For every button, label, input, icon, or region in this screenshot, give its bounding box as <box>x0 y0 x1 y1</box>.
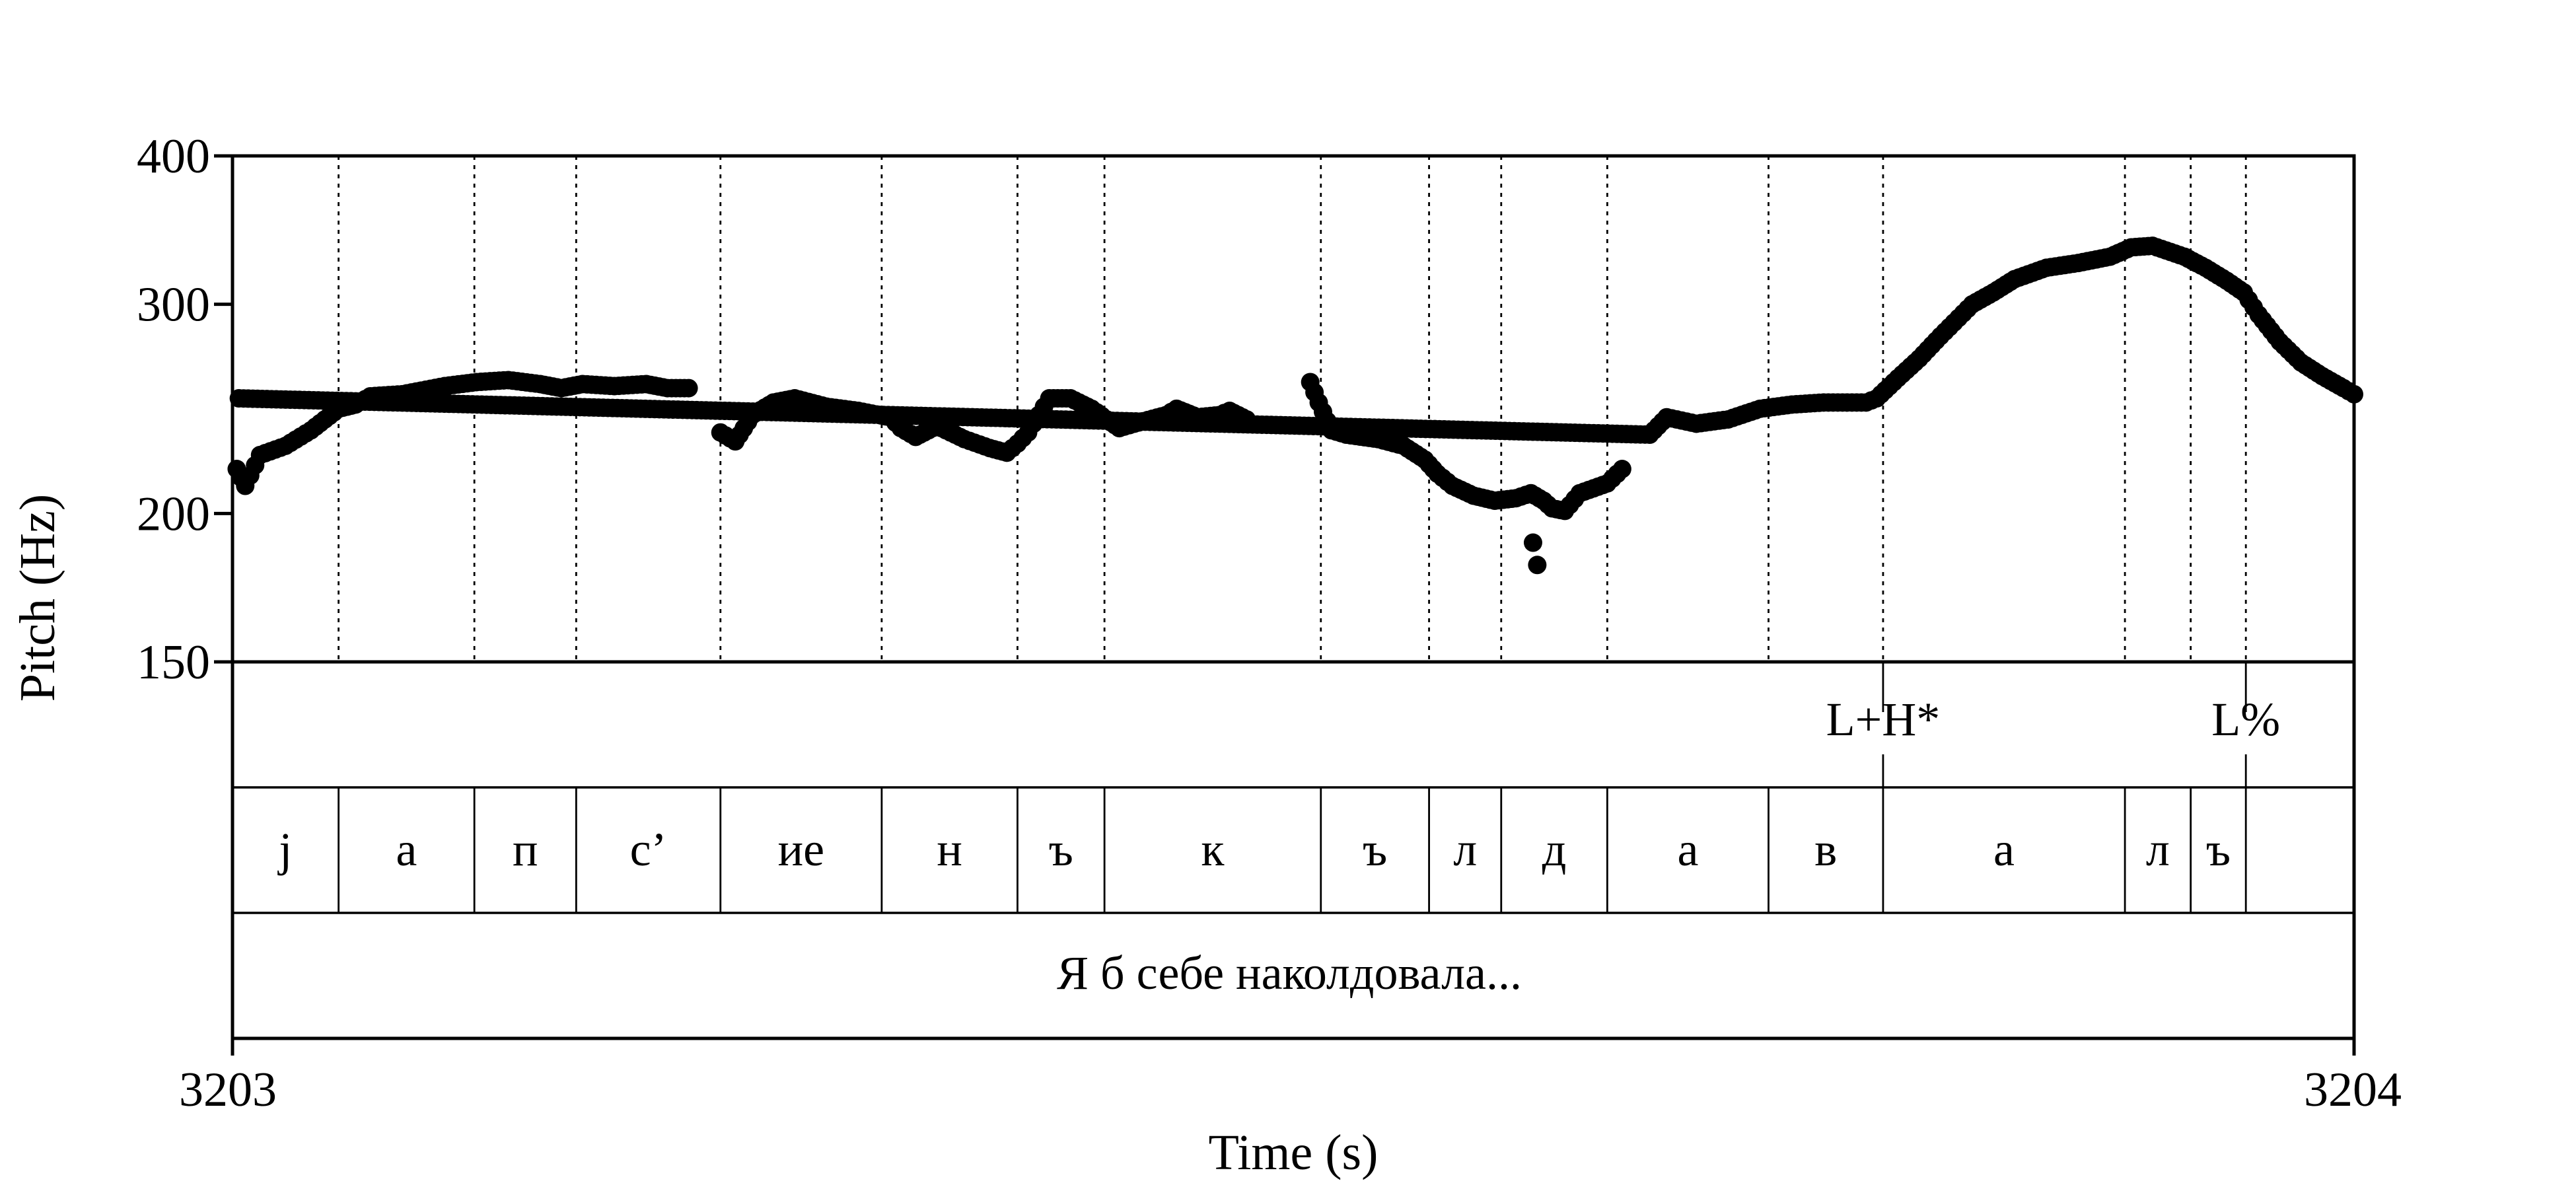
phone-label: j <box>277 823 292 876</box>
phone-label: ъ <box>2206 823 2231 876</box>
phone-label: ъ <box>1363 823 1387 876</box>
y-tick-label-300: 300 <box>137 278 210 332</box>
pitch-point-outlier <box>1523 533 1542 552</box>
phone-label: ъ <box>1049 823 1073 876</box>
pitch-point-outlier <box>1528 556 1547 575</box>
tone-label: L+H* <box>1826 693 1941 746</box>
tone-label: L% <box>2211 693 2280 746</box>
phone-label: а <box>396 823 417 876</box>
pitch-point <box>1612 460 1631 479</box>
phone-label: к <box>1201 823 1225 876</box>
y-axis-ticks: 400 300 200 150 <box>137 129 233 690</box>
pitch-points <box>227 236 2363 575</box>
phone-label: л <box>2146 823 2170 876</box>
tier-boundaries <box>338 787 2247 913</box>
pitch-point <box>679 378 698 398</box>
phone-label: н <box>937 823 962 876</box>
phone-label: а <box>1993 823 2015 876</box>
y-tick-label-200: 200 <box>137 487 210 541</box>
y-axis-label: Pitch (Hz) <box>10 494 65 702</box>
annotation-frame <box>231 660 2356 1040</box>
tone-tier: L+H* L% <box>1826 662 2280 787</box>
y-tick-label-400: 400 <box>137 129 210 184</box>
x-tick-label-end: 3204 <box>2304 1063 2402 1117</box>
phone-label: а <box>1677 823 1698 876</box>
phone-label: в <box>1814 823 1837 876</box>
utterance-text: Я б себе наколдовала... <box>1057 947 1522 999</box>
x-tick-label-start: 3203 <box>179 1063 277 1117</box>
phone-label: ие <box>778 823 825 876</box>
y-tick-label-150: 150 <box>137 635 210 690</box>
phone-label: п <box>513 823 538 876</box>
x-axis-label: Time (s) <box>1209 1125 1378 1180</box>
phone-tier: j а п с’ ие н ъ к ъ л д а в а л ъ <box>277 823 2231 876</box>
phone-label: д <box>1542 823 1567 876</box>
phone-label: с’ <box>630 823 667 876</box>
phone-label: л <box>1453 823 1477 876</box>
